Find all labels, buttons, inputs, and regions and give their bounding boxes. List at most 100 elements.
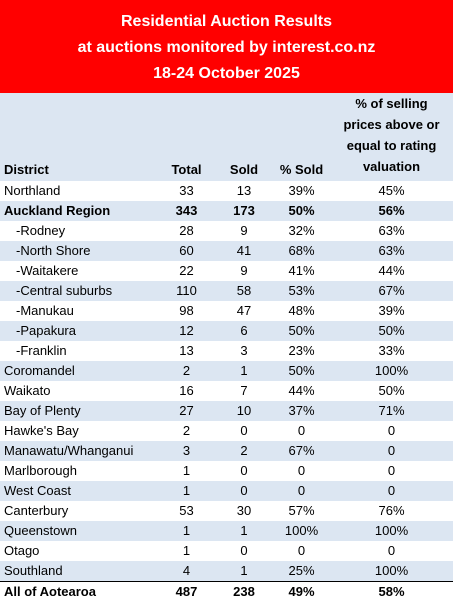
cell-sold: 1 xyxy=(215,561,273,582)
cell-district: Canterbury xyxy=(0,501,158,521)
valuation-header-line-3: equal to rating xyxy=(330,135,453,156)
cell-valuation: 0 xyxy=(330,441,453,461)
valuation-header-line-1: % of selling xyxy=(330,93,453,114)
cell-sold: 1 xyxy=(215,521,273,541)
cell-sold: 41 xyxy=(215,241,273,261)
cell-valuation: 0 xyxy=(330,421,453,441)
cell-district: Bay of Plenty xyxy=(0,401,158,421)
cell-total: 2 xyxy=(158,361,215,381)
cell-sold: 0 xyxy=(215,461,273,481)
title-date-range: 18-24 October 2025 xyxy=(0,64,453,84)
cell-sold: 0 xyxy=(215,541,273,561)
cell-district: Hawke's Bay xyxy=(0,421,158,441)
cell-pct-sold: 44% xyxy=(273,381,330,401)
cell-total: 28 xyxy=(158,221,215,241)
cell-sold: 13 xyxy=(215,181,273,201)
cell-sold: 173 xyxy=(215,201,273,221)
cell-total: 1 xyxy=(158,481,215,501)
cell-pct-sold: 0 xyxy=(273,421,330,441)
cell-pct-sold: 50% xyxy=(273,321,330,341)
cell-valuation: 44% xyxy=(330,261,453,281)
cell-pct-sold: 50% xyxy=(273,201,330,221)
column-header-valuation: % of selling prices above or equal to ra… xyxy=(330,93,453,181)
cell-sold: 1 xyxy=(215,361,273,381)
cell-total: 33 xyxy=(158,181,215,201)
cell-valuation: 58% xyxy=(330,582,453,602)
cell-district: All of Aotearoa xyxy=(0,582,158,602)
cell-total: 343 xyxy=(158,201,215,221)
cell-total: 110 xyxy=(158,281,215,301)
cell-pct-sold: 0 xyxy=(273,481,330,501)
cell-valuation: 63% xyxy=(330,221,453,241)
cell-district: Otago xyxy=(0,541,158,561)
cell-valuation: 33% xyxy=(330,341,453,361)
cell-district: Waikato xyxy=(0,381,158,401)
cell-pct-sold: 67% xyxy=(273,441,330,461)
cell-pct-sold: 68% xyxy=(273,241,330,261)
cell-district: Southland xyxy=(0,561,158,582)
cell-total: 60 xyxy=(158,241,215,261)
cell-total: 1 xyxy=(158,461,215,481)
cell-district: Marlborough xyxy=(0,461,158,481)
cell-total: 1 xyxy=(158,541,215,561)
cell-total: 13 xyxy=(158,341,215,361)
cell-valuation: 100% xyxy=(330,561,453,582)
cell-valuation: 45% xyxy=(330,181,453,201)
cell-valuation: 0 xyxy=(330,461,453,481)
column-header-sold: Sold xyxy=(215,93,273,181)
cell-valuation: 50% xyxy=(330,381,453,401)
auction-results-table: District Total Sold % Sold % of selling … xyxy=(0,93,453,602)
valuation-header-line-4: valuation xyxy=(330,156,453,177)
cell-total: 22 xyxy=(158,261,215,281)
cell-pct-sold: 53% xyxy=(273,281,330,301)
cell-sold: 9 xyxy=(215,221,273,241)
valuation-header-line-2: prices above or xyxy=(330,114,453,135)
cell-pct-sold: 100% xyxy=(273,521,330,541)
cell-valuation: 100% xyxy=(330,361,453,381)
cell-district: Queenstown xyxy=(0,521,158,541)
cell-district: -North Shore xyxy=(0,241,158,261)
cell-valuation: 63% xyxy=(330,241,453,261)
cell-pct-sold: 32% xyxy=(273,221,330,241)
cell-valuation: 76% xyxy=(330,501,453,521)
cell-pct-sold: 41% xyxy=(273,261,330,281)
cell-pct-sold: 0 xyxy=(273,541,330,561)
cell-valuation: 71% xyxy=(330,401,453,421)
cell-valuation: 50% xyxy=(330,321,453,341)
cell-total: 2 xyxy=(158,421,215,441)
cell-district: -Papakura xyxy=(0,321,158,341)
cell-district: Manawatu/Whanganui xyxy=(0,441,158,461)
title-line-2: at auctions monitored by interest.co.nz xyxy=(0,38,453,58)
cell-total: 53 xyxy=(158,501,215,521)
cell-sold: 3 xyxy=(215,341,273,361)
cell-total: 1 xyxy=(158,521,215,541)
cell-sold: 47 xyxy=(215,301,273,321)
cell-sold: 238 xyxy=(215,582,273,602)
cell-sold: 30 xyxy=(215,501,273,521)
cell-sold: 58 xyxy=(215,281,273,301)
column-header-district: District xyxy=(0,93,158,181)
cell-district: -Rodney xyxy=(0,221,158,241)
cell-district: -Franklin xyxy=(0,341,158,361)
cell-sold: 0 xyxy=(215,421,273,441)
cell-pct-sold: 49% xyxy=(273,582,330,602)
cell-district: West Coast xyxy=(0,481,158,501)
cell-valuation: 100% xyxy=(330,521,453,541)
cell-district: Northland xyxy=(0,181,158,201)
